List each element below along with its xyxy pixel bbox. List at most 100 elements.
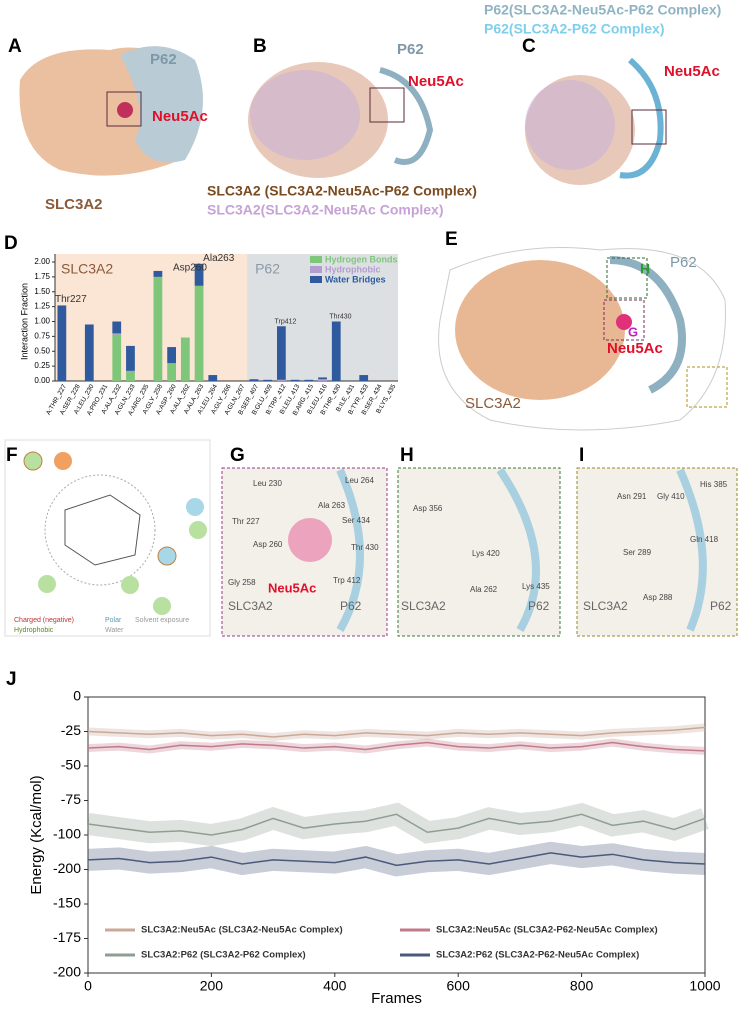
panel-letter: H xyxy=(400,445,414,466)
y-axis-title: Energy (Kcal/mol) xyxy=(28,775,45,894)
panel-letter: J xyxy=(6,669,17,690)
series-line xyxy=(87,741,706,752)
bar-segment xyxy=(304,379,314,381)
bar-segment xyxy=(249,379,259,381)
x-tick-label: 200 xyxy=(200,978,224,994)
y-tick-label: 1.00 xyxy=(34,317,50,326)
y-tick-label: -200 xyxy=(53,964,81,980)
panel-letter: I xyxy=(579,445,584,466)
residue-label: His 385 xyxy=(700,480,728,489)
series-line xyxy=(87,726,706,738)
y-tick-label: 0.50 xyxy=(34,346,50,355)
bar-segment xyxy=(167,347,177,364)
y-tick-label: -200 xyxy=(53,860,81,876)
residue-label: Thr 227 xyxy=(232,517,260,526)
legend-label: SLC3A2:P62 (SLC3A2-P62 Complex) xyxy=(141,950,306,961)
bar-segment xyxy=(276,379,286,381)
residue-label: Ala 263 xyxy=(318,501,346,510)
residue-label: Gly 258 xyxy=(228,578,256,587)
bar-segment xyxy=(84,324,94,381)
panel-letter: C xyxy=(522,36,536,57)
bar-segment xyxy=(126,345,135,371)
legend-text: Water xyxy=(105,627,124,634)
panel-letter: B xyxy=(253,36,267,57)
y-tick-label: -50 xyxy=(61,757,81,773)
x-tick-label: 0 xyxy=(84,978,92,994)
label: SLC3A2 xyxy=(465,395,521,412)
legend-text: SLC3A2(SLC3A2-Neu5Ac Complex) xyxy=(207,202,444,218)
residue-label: Asn 291 xyxy=(617,492,647,501)
panel-letter: E xyxy=(445,229,458,250)
label: P62 xyxy=(150,51,177,68)
residue-label: Lys 420 xyxy=(472,549,500,558)
y-tick-label: 0 xyxy=(73,688,81,704)
x-axis-title: Frames xyxy=(371,990,422,1007)
bar-segment xyxy=(208,375,218,381)
residue-label: Lys 435 xyxy=(522,582,550,591)
y-tick-label: 1.50 xyxy=(34,287,50,296)
label: P62 xyxy=(710,599,732,613)
x-tick-label: 600 xyxy=(447,978,471,994)
bar-segment xyxy=(194,285,204,381)
label: Neu5Ac xyxy=(152,108,208,125)
y-tick-label: 0.00 xyxy=(34,376,50,385)
series-line xyxy=(87,852,706,867)
legend-label: SLC3A2:Neu5Ac (SLC3A2-Neu5Ac Complex) xyxy=(141,925,343,936)
legend-label: Hydrogen Bonds xyxy=(325,254,398,264)
y-tick-label: 1.75 xyxy=(34,272,50,281)
y-tick-label: -25 xyxy=(61,722,81,738)
region-label: P62 xyxy=(255,261,280,277)
y-axis-title: Interaction Fraction xyxy=(19,283,29,360)
residue-label: Trp 412 xyxy=(333,576,361,585)
x-tick-label: 800 xyxy=(570,978,594,994)
legend-swatch xyxy=(310,266,322,273)
label: P62 xyxy=(670,254,697,271)
bar-segment xyxy=(290,379,300,381)
bar-segment xyxy=(153,276,163,381)
legend-text: Charged (negative) xyxy=(14,617,74,624)
residue-label: Thr 430 xyxy=(351,543,379,552)
y-tick-label: 0.75 xyxy=(34,331,50,340)
bar-segment xyxy=(263,379,273,381)
y-tick-label: -100 xyxy=(53,826,81,842)
bar-segment xyxy=(112,321,122,334)
y-tick-label: -175 xyxy=(53,929,81,945)
label: P62 xyxy=(528,599,550,613)
annotation: Thr227 xyxy=(55,294,87,305)
panel-letter: F xyxy=(6,445,18,466)
bar-segment xyxy=(57,305,67,381)
bar-segment xyxy=(112,333,122,335)
y-tick-label: -150 xyxy=(53,895,81,911)
bar-segment xyxy=(153,270,163,277)
residue-label: Asp 260 xyxy=(253,540,283,549)
bar-segment xyxy=(167,363,177,381)
label: G xyxy=(628,324,638,339)
bar-segment xyxy=(318,377,327,380)
residue-label: Asp 356 xyxy=(413,504,443,513)
label: SLC3A2 xyxy=(45,196,103,213)
legend-label: SLC3A2:P62 (SLC3A2-P62-Neu5Ac Complex) xyxy=(436,950,639,961)
label: Neu5Ac xyxy=(408,73,464,90)
y-tick-label: -75 xyxy=(61,791,81,807)
annotation: Asp260 xyxy=(173,263,207,274)
label: Neu5Ac xyxy=(607,340,663,357)
residue-label: Ser 289 xyxy=(623,548,652,557)
residue-label: Leu 230 xyxy=(253,479,282,488)
residue-label: Asp 288 xyxy=(643,593,673,602)
bar-segment xyxy=(276,326,286,380)
label: P62 xyxy=(397,41,424,58)
panel-texts: A B C D E F G H I J P62 Neu5Ac SLC3A2 P6… xyxy=(4,2,732,690)
residue-label: Gln 418 xyxy=(690,535,719,544)
label: SLC3A2 xyxy=(401,599,446,613)
bar-segment xyxy=(318,379,327,381)
panel-letter: D xyxy=(4,233,18,254)
y-tick-label: 1.25 xyxy=(34,302,50,311)
label: SLC3A2 xyxy=(228,599,273,613)
legend-text: P62(SLC3A2-P62 Complex) xyxy=(484,21,665,37)
label: SLC3A2 xyxy=(583,599,628,613)
annotation: Thr430 xyxy=(329,314,351,321)
bar-segment xyxy=(180,337,190,381)
annotation: Trp412 xyxy=(275,318,297,325)
legend-text: SLC3A2 (SLC3A2-Neu5Ac-P62 Complex) xyxy=(207,183,477,199)
residue-label: Ser 434 xyxy=(342,516,371,525)
